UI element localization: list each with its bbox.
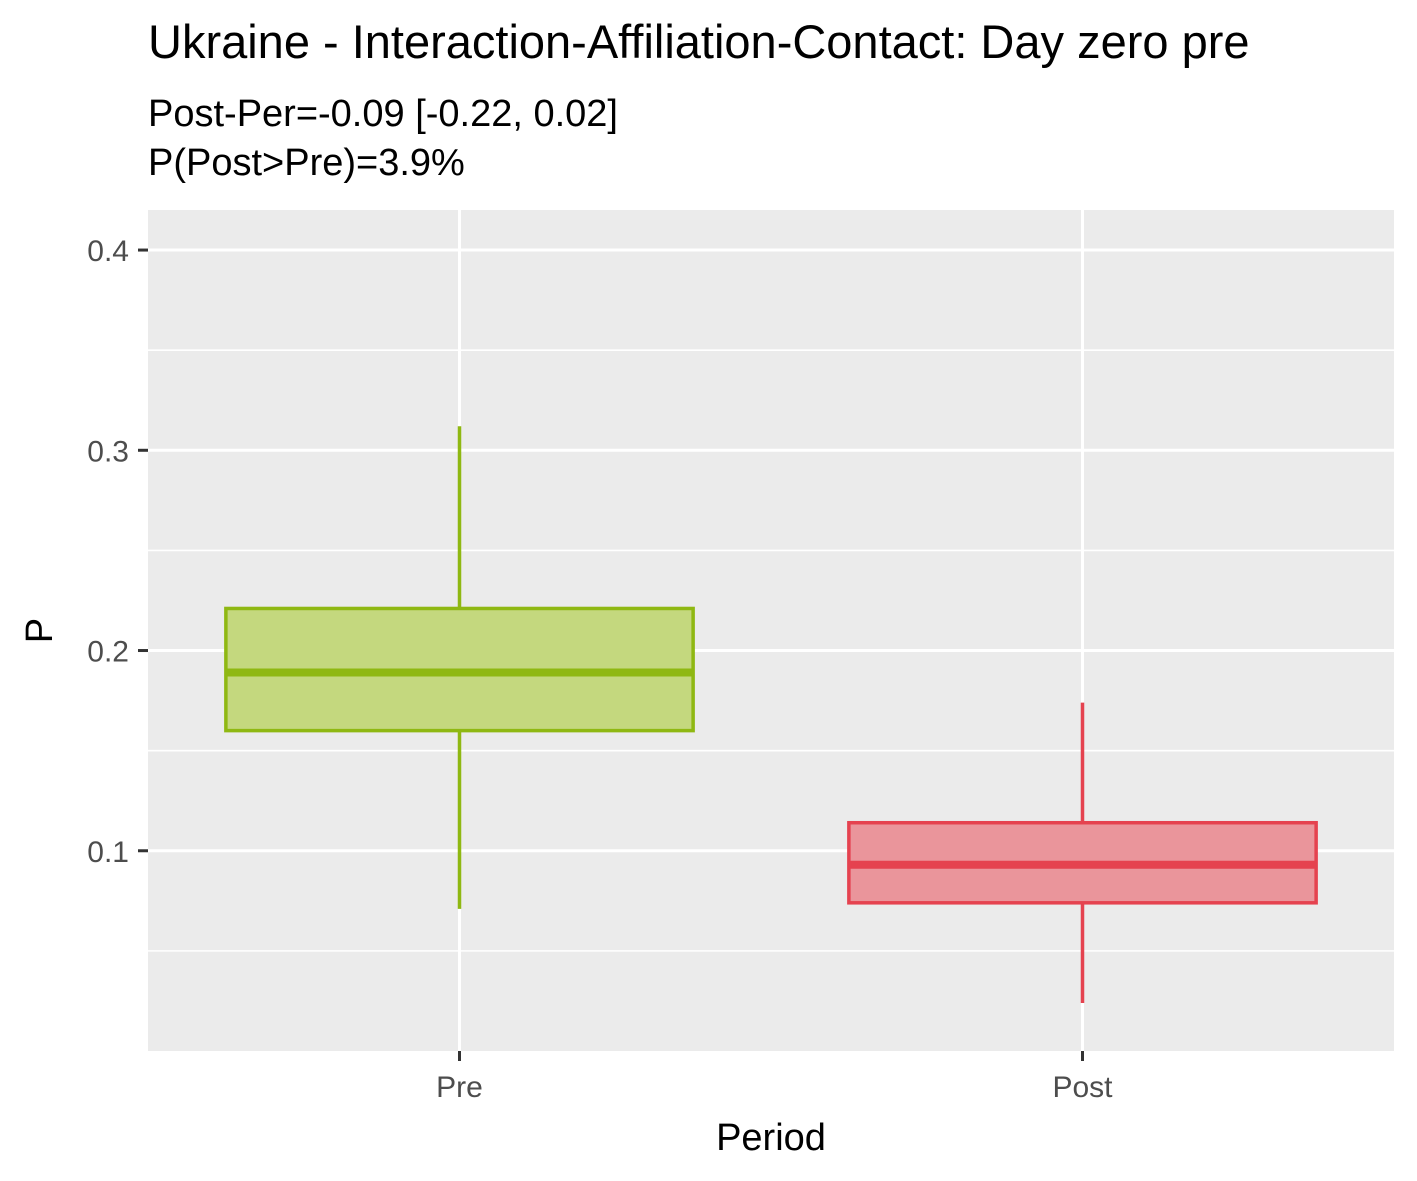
y-tick-label: 0.3 — [87, 435, 129, 468]
y-axis-title: P — [19, 618, 61, 643]
x-tick-label: Pre — [436, 1071, 483, 1104]
y-tick-label: 0.4 — [87, 235, 129, 268]
x-tick-label: Post — [1052, 1071, 1113, 1104]
x-axis-title: Period — [716, 1117, 826, 1159]
y-axis: 0.1 0.2 0.3 0.4 — [87, 235, 148, 869]
y-tick-label: 0.2 — [87, 636, 129, 669]
y-tick-label: 0.1 — [87, 836, 129, 869]
x-axis: Pre Post — [436, 1051, 1113, 1104]
